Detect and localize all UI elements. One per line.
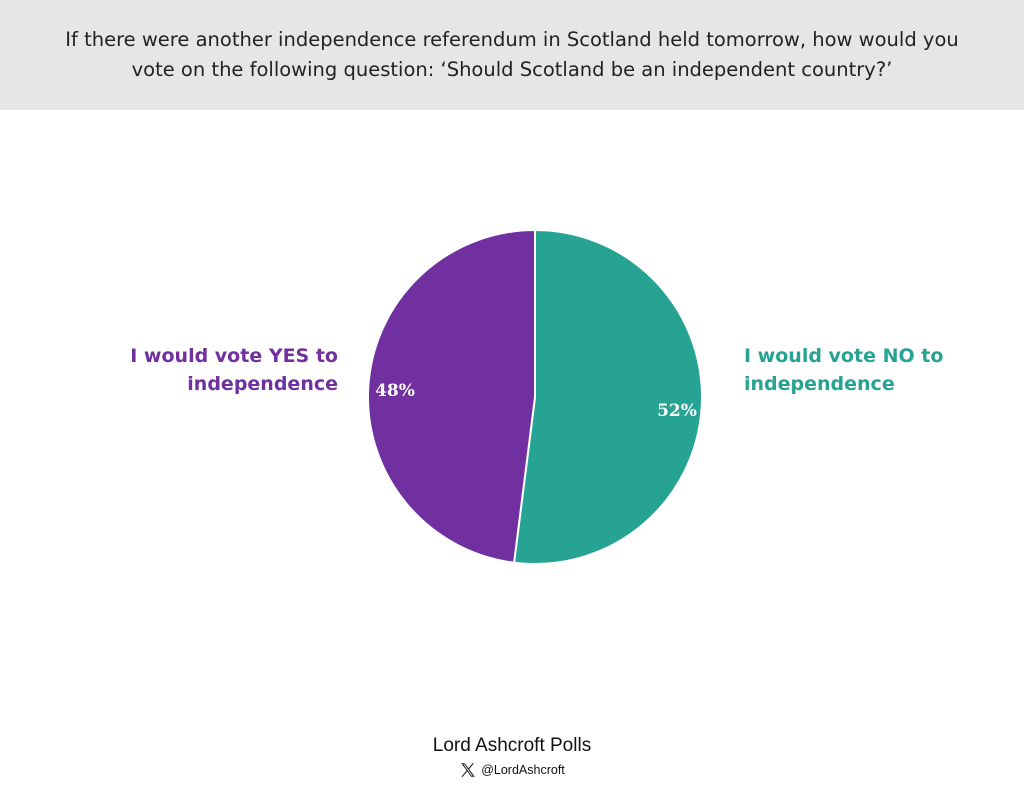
pie-slice-yes [367, 228, 536, 564]
slice-label-no: 52% [657, 401, 697, 421]
footer: Lord Ashcroft Polls @LordAshcroft [0, 734, 1024, 779]
chart-header: If there were another independence refer… [0, 0, 1024, 110]
pie-slice-no [512, 228, 703, 565]
footer-handle-row: @LordAshcroft [0, 761, 1024, 779]
slice-label-yes: 48% [375, 381, 415, 401]
footer-handle: @LordAshcroft [481, 763, 565, 777]
legend-no: I would vote NO to independence [744, 345, 944, 395]
pie-slices [367, 228, 703, 565]
footer-brand: Lord Ashcroft Polls [432, 735, 592, 756]
chart-title: If there were another independence refer… [65, 28, 959, 81]
legend-yes: I would vote YES to independence [130, 345, 338, 395]
x-logo-icon [461, 763, 475, 777]
